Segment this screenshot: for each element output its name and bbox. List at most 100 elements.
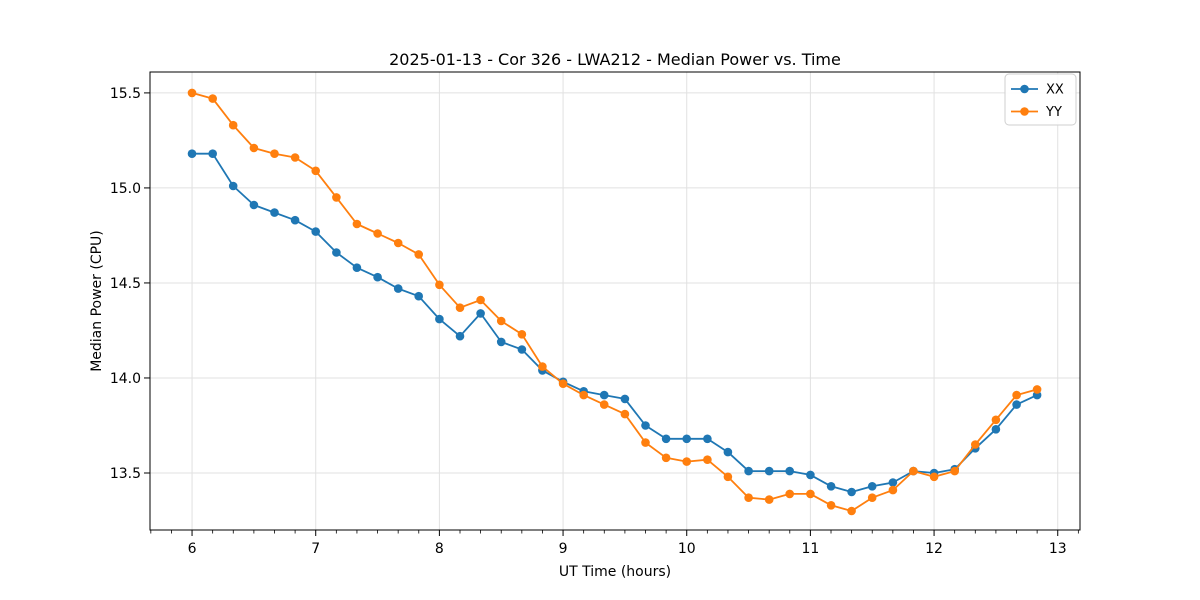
y-tick-label: 15.5 (110, 86, 141, 102)
data-point-YY (496, 316, 506, 326)
data-point-XX (723, 447, 733, 457)
data-point-YY (620, 409, 630, 419)
data-point-XX (414, 291, 424, 301)
data-point-XX (599, 390, 609, 400)
x-tick-label: 12 (925, 541, 943, 557)
data-point-YY (393, 238, 403, 248)
data-point-YY (579, 390, 588, 400)
data-point-XX (867, 482, 877, 491)
data-point-XX (620, 394, 630, 404)
data-point-XX (1012, 400, 1021, 409)
data-point-XX (826, 482, 836, 491)
x-tick-label: 10 (678, 541, 696, 557)
data-point-XX (290, 215, 300, 225)
data-point-YY (991, 415, 1001, 425)
data-point-YY (599, 400, 609, 409)
plot-border (149, 71, 1081, 531)
data-point-XX (496, 337, 506, 347)
data-point-XX (641, 421, 650, 430)
data-point-YY (270, 149, 279, 158)
data-point-XX (661, 434, 671, 444)
y-tick-label: 15.0 (110, 181, 141, 197)
data-point-XX (311, 227, 321, 236)
data-point-XX (187, 149, 197, 158)
data-point-YY (744, 493, 753, 503)
legend-marker-sample (1020, 107, 1029, 116)
legend: XX YY (1004, 73, 1077, 126)
data-point-YY (764, 495, 774, 504)
data-point-YY (435, 280, 444, 290)
data-point-YY (517, 330, 527, 339)
x-tick-label: 6 (188, 541, 197, 557)
legend-label-YY: YY (1045, 105, 1062, 120)
data-point-XX (228, 181, 238, 191)
data-point-XX (455, 331, 465, 341)
y-axis-label: Median Power (CPU) (89, 230, 105, 372)
data-point-YY (641, 438, 650, 447)
data-point-XX (352, 263, 362, 273)
data-point-YY (455, 303, 465, 313)
legend-marker-sample (1020, 84, 1029, 94)
grid-layer (150, 72, 1080, 530)
chart-title: 2025-01-13 - Cor 326 - LWA212 - Median P… (389, 50, 841, 69)
data-point-XX (373, 272, 382, 282)
data-point-YY (228, 120, 238, 130)
legend-label-XX: XX (1046, 83, 1064, 98)
data-point-YY (806, 489, 815, 499)
x-tick-label: 9 (559, 541, 568, 557)
data-point-YY (723, 472, 733, 482)
y-tick-label: 14.0 (110, 371, 141, 387)
data-point-XX (476, 309, 485, 318)
x-tick-label: 8 (435, 541, 444, 557)
data-point-XX (208, 149, 217, 158)
data-point-YY (352, 219, 362, 229)
x-tick-label: 7 (311, 541, 320, 557)
data-point-YY (929, 472, 939, 482)
series-line-XX (192, 152, 1038, 493)
data-point-YY (187, 88, 197, 98)
data-point-YY (847, 506, 856, 516)
data-point-YY (703, 455, 712, 465)
data-point-XX (703, 434, 712, 444)
data-point-YY (414, 250, 424, 259)
data-point-YY (249, 143, 259, 153)
x-tick-label: 11 (801, 541, 819, 557)
data-point-XX (393, 284, 403, 293)
data-point-YY (682, 457, 691, 466)
data-point-YY (558, 379, 568, 389)
data-point-YY (971, 440, 980, 449)
data-point-YY (909, 466, 918, 476)
x-tick-label: 13 (1049, 541, 1067, 557)
data-point-XX (888, 478, 898, 487)
data-point-YY (785, 489, 794, 499)
data-point-YY (1032, 385, 1042, 394)
data-point-XX (332, 248, 341, 257)
legend-box (1004, 73, 1077, 126)
data-point-XX (744, 466, 753, 476)
data-point-XX (806, 470, 815, 480)
data-point-XX (270, 208, 279, 217)
x-axis-label: UT Time (hours) (559, 564, 671, 580)
data-point-XX (517, 345, 527, 354)
data-point-YY (826, 501, 836, 510)
data-point-YY (476, 295, 485, 305)
data-point-XX (435, 314, 444, 324)
series-layer (187, 88, 1042, 516)
data-point-YY (332, 193, 341, 202)
data-point-XX (249, 200, 259, 210)
data-point-YY (208, 94, 217, 103)
y-tick-label: 14.5 (110, 276, 141, 292)
data-point-YY (867, 493, 877, 503)
data-point-YY (538, 362, 547, 371)
data-point-YY (888, 485, 898, 495)
data-point-XX (682, 434, 691, 444)
data-point-YY (311, 166, 321, 176)
data-point-YY (950, 466, 959, 476)
data-point-YY (290, 153, 300, 162)
series-line-YY (191, 92, 1038, 512)
data-point-XX (847, 487, 856, 497)
data-point-XX (991, 425, 1001, 434)
y-tick-label: 13.5 (110, 466, 141, 482)
